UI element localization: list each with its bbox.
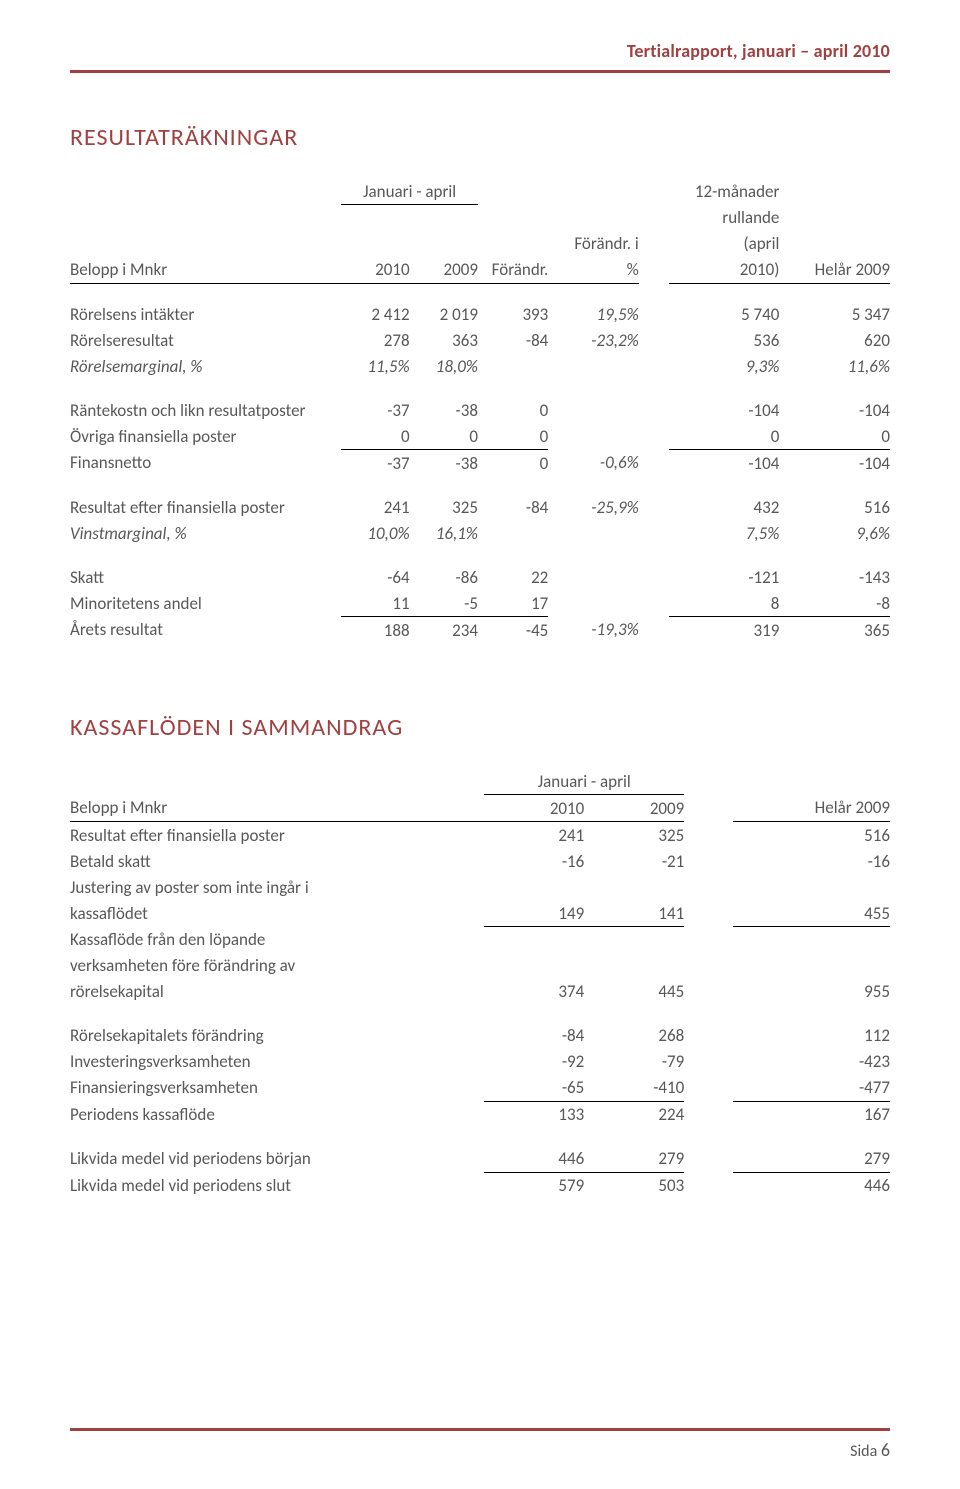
table-row: Resultat efter finansiella poster 241 32… bbox=[70, 494, 890, 520]
table-header-row: Belopp i Mnkr 2010 2009 Förändr. % 2010)… bbox=[70, 257, 890, 284]
section-title-result: RESULTATRÄKNINGAR bbox=[70, 123, 890, 152]
col-header: Helår 2009 bbox=[779, 257, 890, 284]
row-label: Resultat efter finansiella poster bbox=[70, 494, 341, 520]
col-header: Helår 2009 bbox=[733, 795, 890, 822]
footer-label: Sida bbox=[850, 1442, 877, 1461]
col-header: % bbox=[548, 257, 638, 284]
col-header: Belopp i Mnkr bbox=[70, 257, 341, 284]
cashflow-table: Januari - april Belopp i Mnkr 2010 2009 … bbox=[70, 768, 890, 1199]
table-row: Betald skatt -16 -21 -16 bbox=[70, 848, 890, 874]
col-header: 12-månader bbox=[669, 178, 780, 205]
table-header-row: Januari - april bbox=[70, 768, 890, 795]
row-label: Finansieringsverksamheten bbox=[70, 1075, 484, 1102]
row-label: Övriga finansiella poster bbox=[70, 423, 341, 450]
table-header-row: Januari - april 12-månader bbox=[70, 178, 890, 205]
footer-page-number: 6 bbox=[881, 1439, 890, 1461]
table-row: Justering av poster som inte ingår i bbox=[70, 874, 890, 900]
row-label: Periodens kassaflöde bbox=[70, 1101, 484, 1128]
table-row: Rörelsemarginal, % 11,5% 18,0% 9,3% 11,6… bbox=[70, 353, 890, 379]
table-row: Rörelsens intäkter 2 412 2 019 393 19,5%… bbox=[70, 301, 890, 327]
row-label: Justering av poster som inte ingår i bbox=[70, 874, 484, 900]
table-row: Finansieringsverksamheten -65 -410 -477 bbox=[70, 1075, 890, 1102]
table-row: Vinstmarginal, % 10,0% 16,1% 7,5% 9,6% bbox=[70, 520, 890, 546]
col-header: Förändr. bbox=[478, 257, 548, 284]
row-label: kassaflödet bbox=[70, 900, 484, 927]
row-label: Rörelsens intäkter bbox=[70, 301, 341, 327]
row-label: Betald skatt bbox=[70, 848, 484, 874]
result-table: Januari - april 12-månader rullande Förä… bbox=[70, 178, 890, 643]
col-header: Belopp i Mnkr bbox=[70, 795, 484, 822]
table-row: Räntekostn och likn resultatposter -37 -… bbox=[70, 397, 890, 423]
table-row: Rörelseresultat 278 363 -84 -23,2% 536 6… bbox=[70, 327, 890, 353]
table-header-row: rullande bbox=[70, 205, 890, 231]
table-row: Minoritetens andel 11 -5 17 8 -8 bbox=[70, 590, 890, 617]
page: Tertialrapport, januari – april 2010 RES… bbox=[0, 0, 960, 1489]
row-label: Årets resultat bbox=[70, 617, 341, 644]
table-row: Rörelsekapitalets förändring -84 268 112 bbox=[70, 1023, 890, 1049]
row-label: Investeringsverksamheten bbox=[70, 1049, 484, 1075]
table-row: Investeringsverksamheten -92 -79 -423 bbox=[70, 1049, 890, 1075]
table-row: Resultat efter finansiella poster 241 32… bbox=[70, 822, 890, 849]
col-header: 2009 bbox=[584, 795, 684, 822]
col-header: Januari - april bbox=[341, 178, 478, 205]
row-label: Finansnetto bbox=[70, 450, 341, 477]
table-row: Skatt -64 -86 22 -121 -143 bbox=[70, 564, 890, 590]
col-header: 2009 bbox=[410, 257, 478, 284]
table-row: rörelsekapital 374 445 955 bbox=[70, 979, 890, 1005]
row-label: rörelsekapital bbox=[70, 979, 484, 1005]
col-header: 2010 bbox=[341, 257, 409, 284]
table-row: kassaflödet 149 141 455 bbox=[70, 900, 890, 927]
table-row: Övriga finansiella poster 0 0 0 0 0 bbox=[70, 423, 890, 450]
row-label: Räntekostn och likn resultatposter bbox=[70, 397, 341, 423]
table-header-row: Belopp i Mnkr 2010 2009 Helår 2009 bbox=[70, 795, 890, 822]
table-row: Årets resultat 188 234 -45 -19,3% 319 36… bbox=[70, 617, 890, 644]
table-row: Periodens kassaflöde 133 224 167 bbox=[70, 1101, 890, 1128]
table-row: verksamheten före förändring av bbox=[70, 953, 890, 979]
row-label: Kassaflöde från den löpande bbox=[70, 927, 484, 953]
col-header: 2010 bbox=[484, 795, 584, 822]
table-row: Finansnetto -37 -38 0 -0,6% -104 -104 bbox=[70, 450, 890, 477]
table-row: Likvida medel vid periodens början 446 2… bbox=[70, 1146, 890, 1173]
table-row: Kassaflöde från den löpande bbox=[70, 927, 890, 953]
table-header-row: Förändr. i (april bbox=[70, 231, 890, 257]
section-title-cashflow: KASSAFLÖDEN I SAMMANDRAG bbox=[70, 713, 890, 742]
footer: Sida 6 bbox=[70, 1428, 890, 1461]
row-label: Skatt bbox=[70, 564, 341, 590]
row-label: Rörelsekapitalets förändring bbox=[70, 1023, 484, 1049]
col-header: rullande bbox=[669, 205, 780, 231]
row-label: Minoritetens andel bbox=[70, 590, 341, 617]
col-header: Förändr. i bbox=[548, 231, 638, 257]
row-label: Likvida medel vid periodens början bbox=[70, 1146, 484, 1173]
col-header: Januari - april bbox=[484, 768, 684, 795]
col-header: 2010) bbox=[669, 257, 780, 284]
row-label: verksamheten före förändring av bbox=[70, 953, 484, 979]
row-label: Rörelsemarginal, % bbox=[70, 353, 341, 379]
row-label: Rörelseresultat bbox=[70, 327, 341, 353]
row-label: Likvida medel vid periodens slut bbox=[70, 1172, 484, 1199]
row-label: Resultat efter finansiella poster bbox=[70, 822, 484, 849]
page-header: Tertialrapport, januari – april 2010 bbox=[70, 40, 890, 73]
row-label: Vinstmarginal, % bbox=[70, 520, 341, 546]
table-row: Likvida medel vid periodens slut 579 503… bbox=[70, 1172, 890, 1199]
col-header: (april bbox=[669, 231, 780, 257]
